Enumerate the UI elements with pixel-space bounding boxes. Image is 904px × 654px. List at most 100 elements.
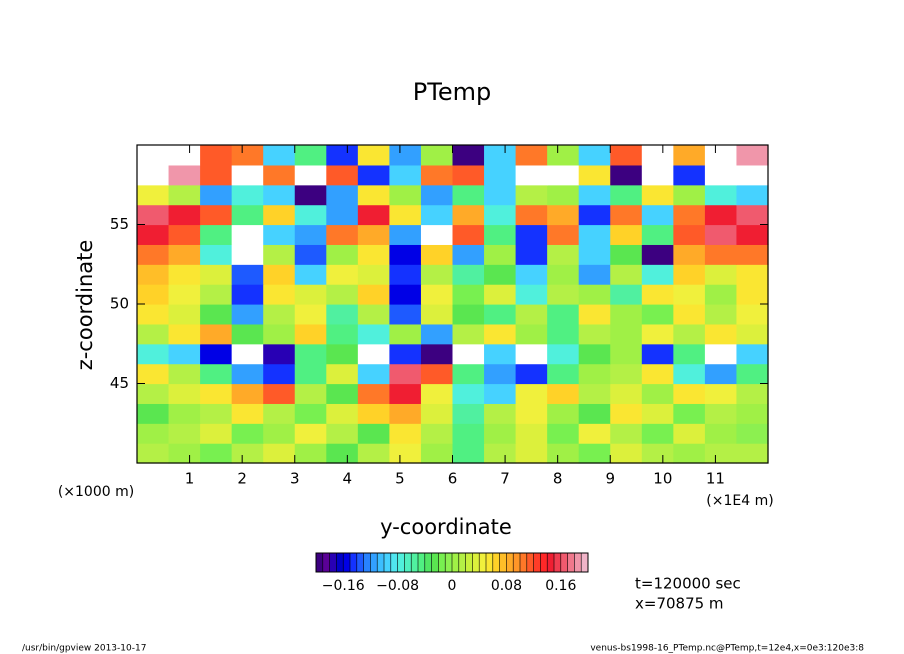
field-cell (231, 403, 264, 424)
field-cell (168, 184, 201, 206)
field-cell (515, 264, 548, 285)
field-cell (420, 383, 454, 404)
field-cell (641, 264, 674, 285)
field-cell (704, 443, 738, 464)
field-cell (137, 244, 170, 265)
field-cell (294, 363, 327, 385)
field-cell (736, 383, 769, 404)
field-cell (389, 363, 422, 385)
colorbar-cell (384, 553, 392, 572)
field-cell (200, 244, 233, 265)
field-cell (704, 244, 738, 265)
field-cell (515, 343, 548, 365)
field-cell (168, 423, 201, 444)
y-tick-label: 55 (110, 215, 129, 233)
field-cell (420, 264, 454, 285)
field-cell (231, 184, 264, 206)
field-cell (263, 264, 296, 285)
colorbar-cell (329, 553, 337, 572)
field-cell (326, 164, 359, 186)
x-tick-label: 4 (343, 470, 353, 488)
field-cell (610, 363, 643, 385)
field-cell (452, 184, 485, 206)
field-cell (263, 304, 296, 325)
field-cell (673, 145, 706, 166)
field-cell (168, 343, 201, 365)
field-cell (231, 304, 264, 325)
field-cell (736, 145, 769, 166)
field-cell (263, 164, 296, 186)
field-cell (578, 383, 611, 404)
colorbar: −0.16 −0.08 0 0.08 0.16 (315, 552, 589, 594)
field-cell (168, 264, 201, 285)
field-cell (389, 323, 422, 345)
field-cell (673, 443, 706, 464)
field-cell (578, 164, 611, 186)
field-cell (484, 363, 517, 385)
field-cell (515, 423, 548, 444)
colorbar-cell (350, 553, 358, 572)
colorbar-cell (458, 553, 466, 572)
colorbar-cell (390, 553, 398, 572)
field-cell (294, 145, 327, 166)
field-cell (263, 184, 296, 206)
field-cell (168, 403, 201, 424)
field-cell (547, 284, 580, 305)
field-cell (610, 304, 643, 325)
field-cell (673, 244, 706, 265)
field-cell (578, 304, 611, 325)
field-cell (420, 164, 454, 186)
field-cell (736, 264, 769, 285)
field-cell (547, 204, 580, 226)
field-cell (452, 224, 485, 245)
field-cell (578, 184, 611, 206)
field-cell (547, 184, 580, 206)
colorbar-cell (472, 553, 480, 572)
field-cell (736, 363, 769, 385)
field-cell (673, 363, 706, 385)
field-cell (137, 284, 170, 305)
colorbar-cell (397, 553, 405, 572)
field-cell (200, 145, 233, 166)
field-cell (673, 343, 706, 365)
field-cell (420, 423, 454, 444)
field-cell (168, 164, 201, 186)
field-cell (326, 403, 359, 424)
colorbar-cell (479, 553, 487, 572)
field-cell (704, 224, 738, 245)
field-cell (547, 403, 580, 424)
colorbar-tick-label: 0.16 (545, 578, 576, 594)
field-cell (389, 204, 422, 226)
field-cell (641, 323, 674, 345)
colorbar-cell (356, 553, 364, 572)
field-cell (704, 403, 738, 424)
field-cell (200, 403, 233, 424)
field-cell (610, 423, 643, 444)
field-cell (231, 224, 264, 245)
field-cell (326, 383, 359, 404)
field-cell (168, 383, 201, 404)
field-cell (736, 244, 769, 265)
field-cell (452, 403, 485, 424)
field-cell (168, 204, 201, 226)
field-cell (704, 284, 738, 305)
field-cell (452, 284, 485, 305)
field-cell (294, 284, 327, 305)
field-cell (263, 443, 296, 464)
field-cell (357, 204, 390, 226)
field-cell (263, 145, 296, 166)
field-cell (610, 443, 643, 464)
colorbar-cell (520, 553, 528, 572)
field-cell (547, 343, 580, 365)
field-cell (200, 383, 233, 404)
field-cell (168, 284, 201, 305)
field-cell (515, 244, 548, 265)
field-cell (641, 284, 674, 305)
x-tick-label: 11 (706, 470, 725, 488)
field-cell (515, 184, 548, 206)
field-cell (610, 204, 643, 226)
colorbar-cell (438, 553, 446, 572)
colorbar-cell (465, 553, 473, 572)
field-cell (484, 204, 517, 226)
field-cell (578, 423, 611, 444)
